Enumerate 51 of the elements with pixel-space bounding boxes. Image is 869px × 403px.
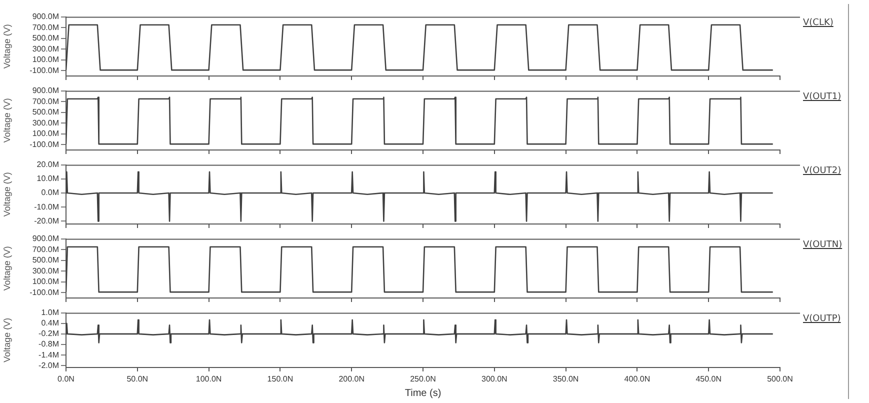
x-tick-label: 300.0N [482,374,508,384]
y-tick-label: 100.0M [32,55,60,64]
x-tick-label: 500.0N [767,374,794,384]
y-tick-label: 300.0M [32,118,60,128]
y-tick-label: 500.0M [32,108,60,117]
y-tick-label: 300.0M [32,44,60,54]
x-axis-title: Time (s) [404,388,442,399]
y-tick-label: -100.0M [30,66,60,75]
y-tick-label: -100.0M [30,140,60,149]
x-tick-label: 200.0N [338,374,365,384]
y-tick-label: 700.0M [32,96,60,106]
text: V(OUTP) [803,314,841,324]
x-tick-label: 450.0N [696,374,722,384]
y-tick-label: 100.0M [32,129,60,138]
y-tick-label: 100.0M [32,277,60,286]
y-tick-label: 900.0M [32,234,60,244]
y-tick-label: 500.0M [32,256,60,265]
y-tick-label: 0.4M [41,318,60,328]
x-tick-label: 0.0N [58,374,75,384]
x-tick-label: 250.0N [410,374,436,384]
text: V(OUTN) [803,240,842,250]
x-tick-label: 350.0N [552,374,579,384]
y-tick-label: 700.0M [32,22,60,32]
y-axis-title: Voltage (V) [2,318,12,362]
y-tick-label: -1.4M [38,350,60,360]
y-axis-title: Voltage (V) [2,98,12,143]
y-tick-label: -100.0M [30,288,60,297]
text: V(OUT1) [803,92,842,102]
y-tick-label: 0.0M [41,188,60,198]
y-tick-label: 500.0M [32,34,60,43]
y-tick-label: -10.0M [34,202,60,212]
y-tick-label: 700.0M [32,244,60,254]
y-axis-title: Voltage (V) [2,24,12,69]
text: V(OUT2) [803,166,842,176]
y-tick-label: -0.8M [38,340,60,349]
y-tick-label: 900.0M [32,86,60,96]
y-tick-label: 900.0M [32,12,60,22]
y-tick-label: -2.0M [38,360,60,370]
y-tick-label: 300.0M [32,266,60,276]
x-tick-label: 150.0N [267,374,294,384]
y-tick-label: -20.0M [34,216,60,226]
y-tick-label: 1.0M [41,308,60,318]
y-tick-label: 10.0M [36,174,60,184]
text: V(CLK) [803,18,834,28]
x-tick-label: 50.0N [126,374,148,384]
y-tick-label: -0.2M [38,329,60,338]
x-tick-label: 400.0N [624,374,650,384]
y-axis-title: Voltage (V) [2,246,12,291]
y-axis-title: Voltage (V) [2,172,12,217]
x-tick-label: 100.0N [196,374,222,384]
y-tick-label: 20.0M [36,160,60,170]
